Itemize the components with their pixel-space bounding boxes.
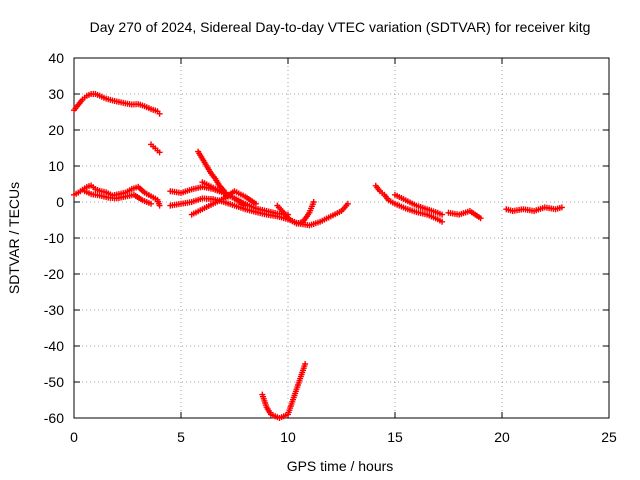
- y-tick-label: -20: [44, 266, 64, 282]
- y-axis-label: SDTVAR / TECUs: [6, 182, 22, 294]
- y-tick-label: -10: [44, 230, 64, 246]
- y-tick-label: 40: [48, 50, 64, 66]
- x-tick-label: 0: [70, 429, 78, 445]
- data-points: [71, 91, 565, 421]
- data-point-marker: [156, 149, 163, 156]
- data-point-marker: [310, 199, 317, 205]
- x-axis-label: GPS time / hours: [287, 458, 394, 474]
- y-tick-label: -50: [44, 374, 64, 390]
- y-tick-label: -60: [44, 410, 64, 426]
- grid-lines: [74, 58, 609, 418]
- y-tick-label: 30: [48, 86, 64, 102]
- data-point-marker: [558, 204, 565, 211]
- data-point-marker: [156, 202, 163, 209]
- y-tick-label: -30: [44, 302, 64, 318]
- data-point-marker: [148, 200, 155, 207]
- x-tick-label: 5: [177, 429, 185, 445]
- data-point-marker: [439, 211, 446, 218]
- y-tick-label: 10: [48, 158, 64, 174]
- x-tick-label: 10: [280, 429, 296, 445]
- axis-ticks: 0 5 10 15 20 25 -60 -50 -40 -30 -20 -10 0 10 20 30 40: [44, 50, 617, 445]
- x-tick-label: 15: [387, 429, 403, 445]
- data-point-marker: [302, 361, 309, 367]
- data-point-marker: [344, 200, 351, 207]
- x-tick-label: 25: [601, 429, 617, 445]
- y-tick-label: 0: [56, 194, 64, 210]
- x-tick-label: 20: [494, 429, 510, 445]
- data-point-marker: [439, 218, 446, 225]
- chart-title: Day 270 of 2024, Sidereal Day-to-day VTE…: [90, 19, 591, 35]
- data-point-marker: [477, 215, 484, 222]
- y-tick-label: 20: [48, 122, 64, 138]
- data-point-marker: [156, 110, 163, 117]
- y-tick-label: -40: [44, 338, 64, 354]
